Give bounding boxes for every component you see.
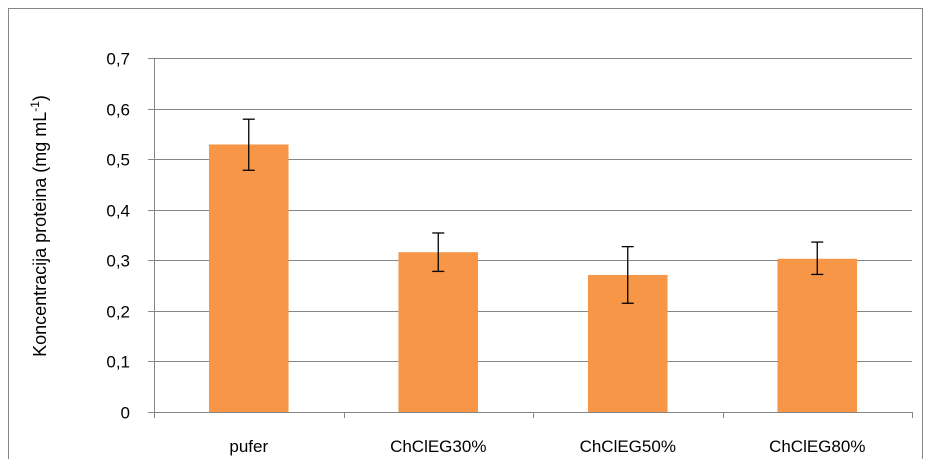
y-tick-label: 0,1: [106, 353, 130, 372]
y-tick-labels: 0 0,1 0,2 0,3 0,4 0,5 0,6 0,7: [106, 50, 130, 423]
bars: [208, 144, 858, 412]
y-tick-label: 0: [121, 404, 130, 423]
bar-1: [208, 144, 289, 412]
y-axis-title-main: Koncentracija proteina (mg mL: [30, 112, 50, 357]
y-axis-title: Koncentracija proteina (mg mL-1): [28, 95, 50, 357]
y-tick-label: 0,6: [106, 101, 130, 120]
bar-4: [777, 258, 858, 412]
y-axis-title-close: ): [30, 95, 50, 101]
error-bar-2: [432, 232, 445, 273]
y-axis-title-superscript: -1: [28, 101, 42, 112]
axes: [148, 58, 913, 418]
error-bar-4: [811, 241, 824, 276]
x-category-label: ChClEG30%: [390, 437, 486, 456]
error-bar-1: [242, 118, 255, 171]
y-tick-label: 0,2: [106, 303, 130, 322]
y-tick-label: 0,7: [106, 50, 130, 69]
y-tick-label: 0,3: [106, 252, 130, 271]
x-category-label: pufer: [229, 437, 268, 456]
x-category-labels: pufer ChClEG30% ChClEG50% ChClEG80%: [229, 437, 865, 456]
error-bars: [242, 118, 824, 304]
y-tick-label: 0,5: [106, 151, 130, 170]
error-bar-3: [621, 245, 634, 304]
bar-2: [398, 252, 479, 412]
y-tick-label: 0,4: [106, 202, 130, 221]
x-category-label: ChClEG80%: [769, 437, 865, 456]
x-category-label: ChClEG50%: [580, 437, 676, 456]
